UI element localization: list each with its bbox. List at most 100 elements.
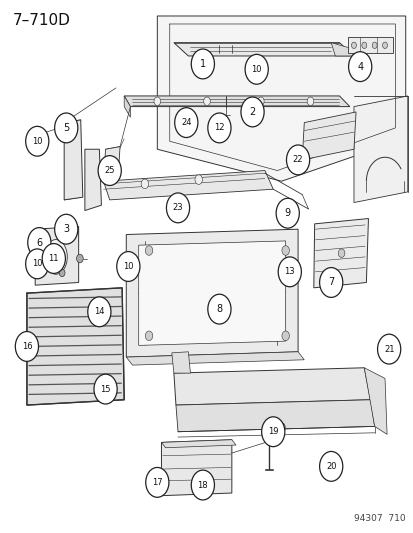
Polygon shape <box>347 37 392 53</box>
Circle shape <box>377 334 400 364</box>
Circle shape <box>15 332 38 361</box>
Circle shape <box>382 42 387 49</box>
Circle shape <box>257 97 263 106</box>
Text: 9: 9 <box>284 208 290 218</box>
Text: 20: 20 <box>325 462 336 471</box>
Circle shape <box>166 193 189 223</box>
Polygon shape <box>330 43 353 56</box>
Circle shape <box>154 97 160 106</box>
Text: 23: 23 <box>172 204 183 212</box>
Circle shape <box>351 42 356 49</box>
Polygon shape <box>126 229 297 357</box>
Circle shape <box>191 470 214 500</box>
Text: 21: 21 <box>383 345 394 353</box>
Circle shape <box>203 97 210 106</box>
Circle shape <box>94 374 117 404</box>
Text: 11: 11 <box>48 254 59 263</box>
Text: 15: 15 <box>100 385 111 393</box>
Circle shape <box>98 156 121 185</box>
Circle shape <box>55 113 78 143</box>
Text: 10: 10 <box>251 65 261 74</box>
Text: 14: 14 <box>94 308 104 316</box>
Circle shape <box>207 113 230 143</box>
Polygon shape <box>126 352 304 365</box>
Text: 5: 5 <box>63 123 69 133</box>
Text: 3: 3 <box>63 224 69 234</box>
Text: 18: 18 <box>197 481 208 489</box>
Polygon shape <box>176 400 374 432</box>
Polygon shape <box>157 16 405 181</box>
Circle shape <box>306 97 313 106</box>
Circle shape <box>278 257 301 287</box>
Text: 17: 17 <box>152 478 162 487</box>
Circle shape <box>281 246 289 255</box>
Polygon shape <box>35 227 78 285</box>
Polygon shape <box>161 440 231 496</box>
Circle shape <box>207 294 230 324</box>
Polygon shape <box>138 241 285 345</box>
Polygon shape <box>103 171 273 200</box>
Circle shape <box>145 331 152 341</box>
Text: 8: 8 <box>216 304 222 314</box>
Text: 22: 22 <box>292 156 303 164</box>
Text: 7: 7 <box>327 278 334 287</box>
Circle shape <box>88 297 111 327</box>
Text: 10: 10 <box>32 260 43 268</box>
Circle shape <box>195 175 202 184</box>
Circle shape <box>319 268 342 297</box>
Circle shape <box>361 42 366 49</box>
Polygon shape <box>173 368 370 405</box>
Circle shape <box>141 179 148 189</box>
Polygon shape <box>173 43 353 56</box>
Circle shape <box>244 54 268 84</box>
Polygon shape <box>313 219 368 288</box>
Polygon shape <box>161 440 235 448</box>
Text: 4: 4 <box>356 62 362 71</box>
Polygon shape <box>27 288 124 405</box>
Polygon shape <box>171 352 190 373</box>
Circle shape <box>42 244 65 273</box>
Circle shape <box>191 49 214 79</box>
Circle shape <box>277 423 285 432</box>
Circle shape <box>55 214 78 244</box>
Text: 7–710D: 7–710D <box>12 13 70 28</box>
Polygon shape <box>363 368 386 434</box>
Text: 16: 16 <box>21 342 32 351</box>
Text: 6: 6 <box>36 238 42 247</box>
Circle shape <box>281 331 289 341</box>
Polygon shape <box>103 147 120 181</box>
Text: 19: 19 <box>267 427 278 436</box>
Polygon shape <box>85 149 101 211</box>
Polygon shape <box>124 96 130 117</box>
Circle shape <box>26 249 49 279</box>
Circle shape <box>348 52 371 82</box>
Text: 13: 13 <box>284 268 294 276</box>
Text: 10: 10 <box>123 262 133 271</box>
Polygon shape <box>64 120 83 200</box>
Circle shape <box>145 467 169 497</box>
Text: 10: 10 <box>32 137 43 146</box>
Ellipse shape <box>45 240 67 274</box>
Text: 25: 25 <box>104 166 115 175</box>
Circle shape <box>174 108 197 138</box>
Circle shape <box>286 145 309 175</box>
Polygon shape <box>124 96 349 107</box>
Circle shape <box>76 254 83 263</box>
Circle shape <box>275 198 299 228</box>
Circle shape <box>116 252 140 281</box>
Polygon shape <box>301 112 355 160</box>
Circle shape <box>59 269 65 277</box>
Text: 94307  710: 94307 710 <box>353 514 405 523</box>
Text: 2: 2 <box>249 107 255 117</box>
Circle shape <box>240 97 263 127</box>
Text: 1: 1 <box>199 59 205 69</box>
Circle shape <box>28 228 51 257</box>
Circle shape <box>145 246 152 255</box>
Circle shape <box>337 249 344 257</box>
Circle shape <box>261 417 284 447</box>
Text: 12: 12 <box>214 124 224 132</box>
Text: 24: 24 <box>180 118 191 127</box>
Circle shape <box>26 126 49 156</box>
Circle shape <box>371 42 376 49</box>
Circle shape <box>319 451 342 481</box>
